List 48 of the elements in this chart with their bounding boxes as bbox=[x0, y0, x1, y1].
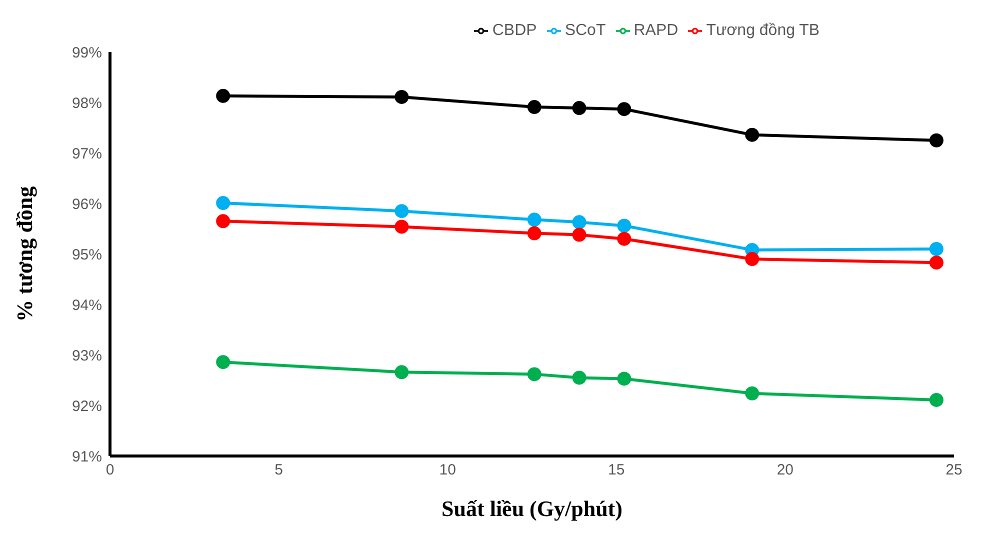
y-tick-label: 97% bbox=[72, 145, 102, 162]
x-tick-label: 10 bbox=[439, 462, 456, 479]
point bbox=[572, 215, 586, 230]
y-tick-label: 95% bbox=[72, 246, 102, 264]
point bbox=[394, 90, 409, 104]
point bbox=[929, 133, 944, 148]
point bbox=[929, 256, 944, 270]
x-tick-label: 15 bbox=[608, 462, 625, 479]
y-tick-label: 92% bbox=[72, 398, 102, 415]
legend-label: RAPD bbox=[634, 22, 678, 39]
point bbox=[527, 226, 542, 240]
point bbox=[617, 218, 632, 233]
y-tick-label: 94% bbox=[72, 296, 102, 314]
legend-label: Tương đồng TB bbox=[706, 22, 820, 39]
y-tick-label: 93% bbox=[72, 347, 102, 364]
point bbox=[745, 128, 760, 142]
point bbox=[527, 367, 542, 382]
x-axis-title: Suất liều (Gy/phút) bbox=[442, 496, 622, 521]
point bbox=[394, 365, 409, 380]
x-tick-label: 0 bbox=[106, 462, 114, 479]
point bbox=[572, 370, 586, 385]
x-tick-label: 5 bbox=[274, 462, 283, 479]
point bbox=[617, 232, 632, 246]
y-tick-label: 98% bbox=[72, 94, 102, 112]
y-tick-label: 99% bbox=[72, 44, 102, 62]
point bbox=[617, 372, 632, 386]
point bbox=[745, 252, 760, 266]
x-tick-label: 25 bbox=[946, 462, 962, 479]
point bbox=[394, 204, 409, 218]
point bbox=[929, 242, 944, 256]
legend-label: CBDP bbox=[492, 22, 537, 39]
point bbox=[216, 214, 230, 228]
legend-label: SCoT bbox=[564, 22, 606, 39]
point bbox=[745, 386, 760, 400]
point bbox=[572, 228, 586, 242]
point bbox=[527, 100, 542, 114]
y-tick-label: 91% bbox=[72, 448, 102, 466]
y-axis-title: % tương đồng bbox=[12, 186, 37, 322]
point bbox=[929, 392, 944, 407]
point bbox=[216, 196, 230, 210]
x-tick-label: 20 bbox=[776, 462, 794, 479]
point bbox=[527, 212, 542, 227]
point bbox=[617, 102, 632, 116]
point bbox=[572, 101, 586, 116]
y-tick-label: 96% bbox=[72, 196, 102, 213]
point bbox=[216, 88, 230, 103]
point bbox=[394, 220, 409, 234]
point bbox=[216, 355, 230, 370]
